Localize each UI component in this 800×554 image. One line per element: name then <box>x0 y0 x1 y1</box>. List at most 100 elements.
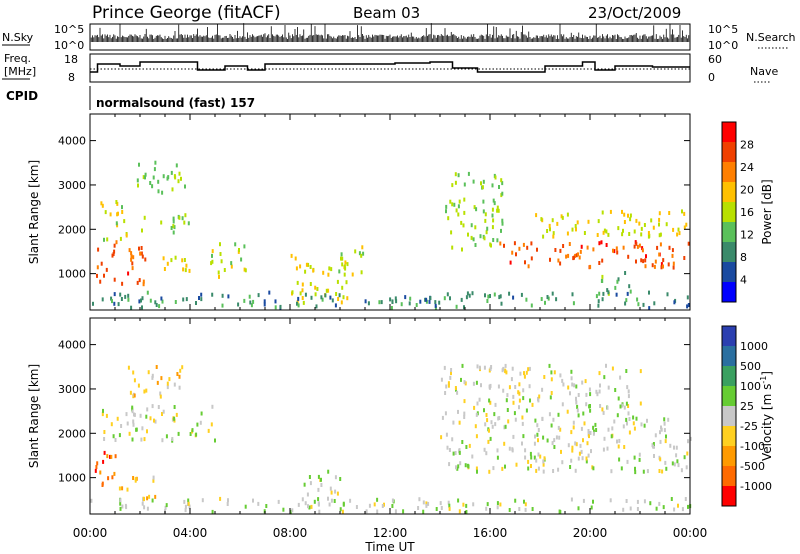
nsearch-tick-top: 10^5 <box>708 23 738 36</box>
heatmap-cell <box>592 247 595 252</box>
heatmap-cell <box>120 424 123 428</box>
x-tick-label: 00:00 <box>73 526 108 540</box>
heatmap-cell <box>617 277 620 282</box>
heatmap-cell <box>575 396 577 401</box>
heatmap-cell <box>642 259 645 264</box>
heatmap-cell <box>499 241 502 246</box>
heatmap-cell <box>557 467 560 472</box>
heatmap-cell <box>531 402 534 407</box>
heatmap-cell <box>660 425 662 430</box>
heatmap-cell <box>146 429 148 434</box>
heatmap-cell <box>622 424 625 429</box>
heatmap-cell <box>636 244 639 249</box>
heatmap-cell <box>491 183 494 188</box>
heatmap-cell <box>450 371 452 376</box>
heatmap-cell <box>602 230 605 235</box>
freq-label: Freq. <box>4 52 31 65</box>
heatmap-cell <box>598 371 601 376</box>
heatmap-cell <box>474 424 477 429</box>
heatmap-cell <box>136 178 139 183</box>
heatmap-cell <box>154 494 157 499</box>
heatmap-cell <box>667 262 670 267</box>
heatmap-cell <box>138 246 140 251</box>
heatmap-cell <box>444 411 447 416</box>
heatmap-cell <box>155 365 158 369</box>
heatmap-cell <box>550 391 553 395</box>
heatmap-cell <box>476 364 479 369</box>
heatmap-cell <box>685 222 688 227</box>
heatmap-cell <box>315 304 318 309</box>
heatmap-cell <box>677 227 680 232</box>
heatmap-cell <box>172 219 175 224</box>
heatmap-cell <box>113 292 116 297</box>
x-tick-label: 04:00 <box>173 526 208 540</box>
heatmap-cell <box>607 427 610 432</box>
heatmap-cell <box>513 241 516 246</box>
heatmap-cell <box>282 507 285 512</box>
heatmap-cell <box>279 304 282 309</box>
heatmap-cell <box>652 442 655 446</box>
heatmap-cell <box>663 428 666 433</box>
heatmap-cell <box>644 264 647 269</box>
heatmap-cell <box>308 475 311 479</box>
heatmap-cell <box>468 293 471 298</box>
heatmap-cell <box>474 243 477 247</box>
heatmap-cell <box>634 470 637 475</box>
heatmap-cell <box>517 390 520 395</box>
colorbar-tick-label: 8 <box>740 251 747 264</box>
heatmap-cell <box>625 417 628 422</box>
heatmap-cell <box>506 408 509 412</box>
x-tick-label: 20:00 <box>573 526 608 540</box>
heatmap-cell <box>625 369 628 373</box>
heatmap-cell <box>131 261 134 266</box>
heatmap-cell <box>320 295 323 300</box>
heatmap-cell <box>575 442 578 447</box>
heatmap-cell <box>588 434 590 439</box>
heatmap-cell <box>559 427 562 432</box>
heatmap-cell <box>483 236 486 241</box>
heatmap-cell <box>107 476 110 481</box>
heatmap-cell <box>585 402 588 407</box>
heatmap-cell <box>364 299 367 304</box>
heatmap-cell <box>200 297 203 302</box>
heatmap-cell <box>111 253 114 258</box>
heatmap-cell <box>491 213 494 218</box>
heatmap-cell <box>488 469 491 474</box>
heatmap-cell <box>565 254 568 259</box>
heatmap-cell <box>339 477 342 481</box>
heatmap-cell <box>599 383 601 388</box>
heatmap-cell <box>592 466 595 471</box>
heatmap-cell <box>582 411 585 416</box>
nsearch-tick-bottom: 10^0 <box>708 39 738 52</box>
heatmap-cell <box>394 296 397 301</box>
heatmap-cell <box>626 421 628 426</box>
heatmap-cell <box>678 231 681 236</box>
heatmap-cell <box>577 413 580 418</box>
colorbar-swatch <box>722 346 736 367</box>
heatmap-cell <box>172 216 175 221</box>
heatmap-cell <box>320 477 322 482</box>
heatmap-cell <box>309 265 312 269</box>
heatmap-cell <box>496 455 499 460</box>
heatmap-cell <box>274 299 277 304</box>
heatmap-cell <box>152 475 155 480</box>
nave-label: Nave <box>750 65 778 78</box>
heatmap-cell <box>435 507 438 511</box>
velocity-panel-frame <box>89 317 691 515</box>
heatmap-cell <box>313 499 316 504</box>
heatmap-cell <box>622 507 625 512</box>
heatmap-cell <box>588 387 591 392</box>
heatmap-cell <box>265 504 268 508</box>
heatmap-cell <box>612 248 614 253</box>
heatmap-cell <box>651 263 654 268</box>
heatmap-cell <box>571 445 574 450</box>
heatmap-cell <box>327 288 330 293</box>
heatmap-cell <box>572 420 575 425</box>
heatmap-cell <box>183 220 186 225</box>
heatmap-cell <box>149 416 152 421</box>
heatmap-cell <box>460 297 463 302</box>
freq-tick-bottom: 8 <box>68 71 75 84</box>
heatmap-cell <box>105 413 108 418</box>
heatmap-cell <box>562 382 565 387</box>
